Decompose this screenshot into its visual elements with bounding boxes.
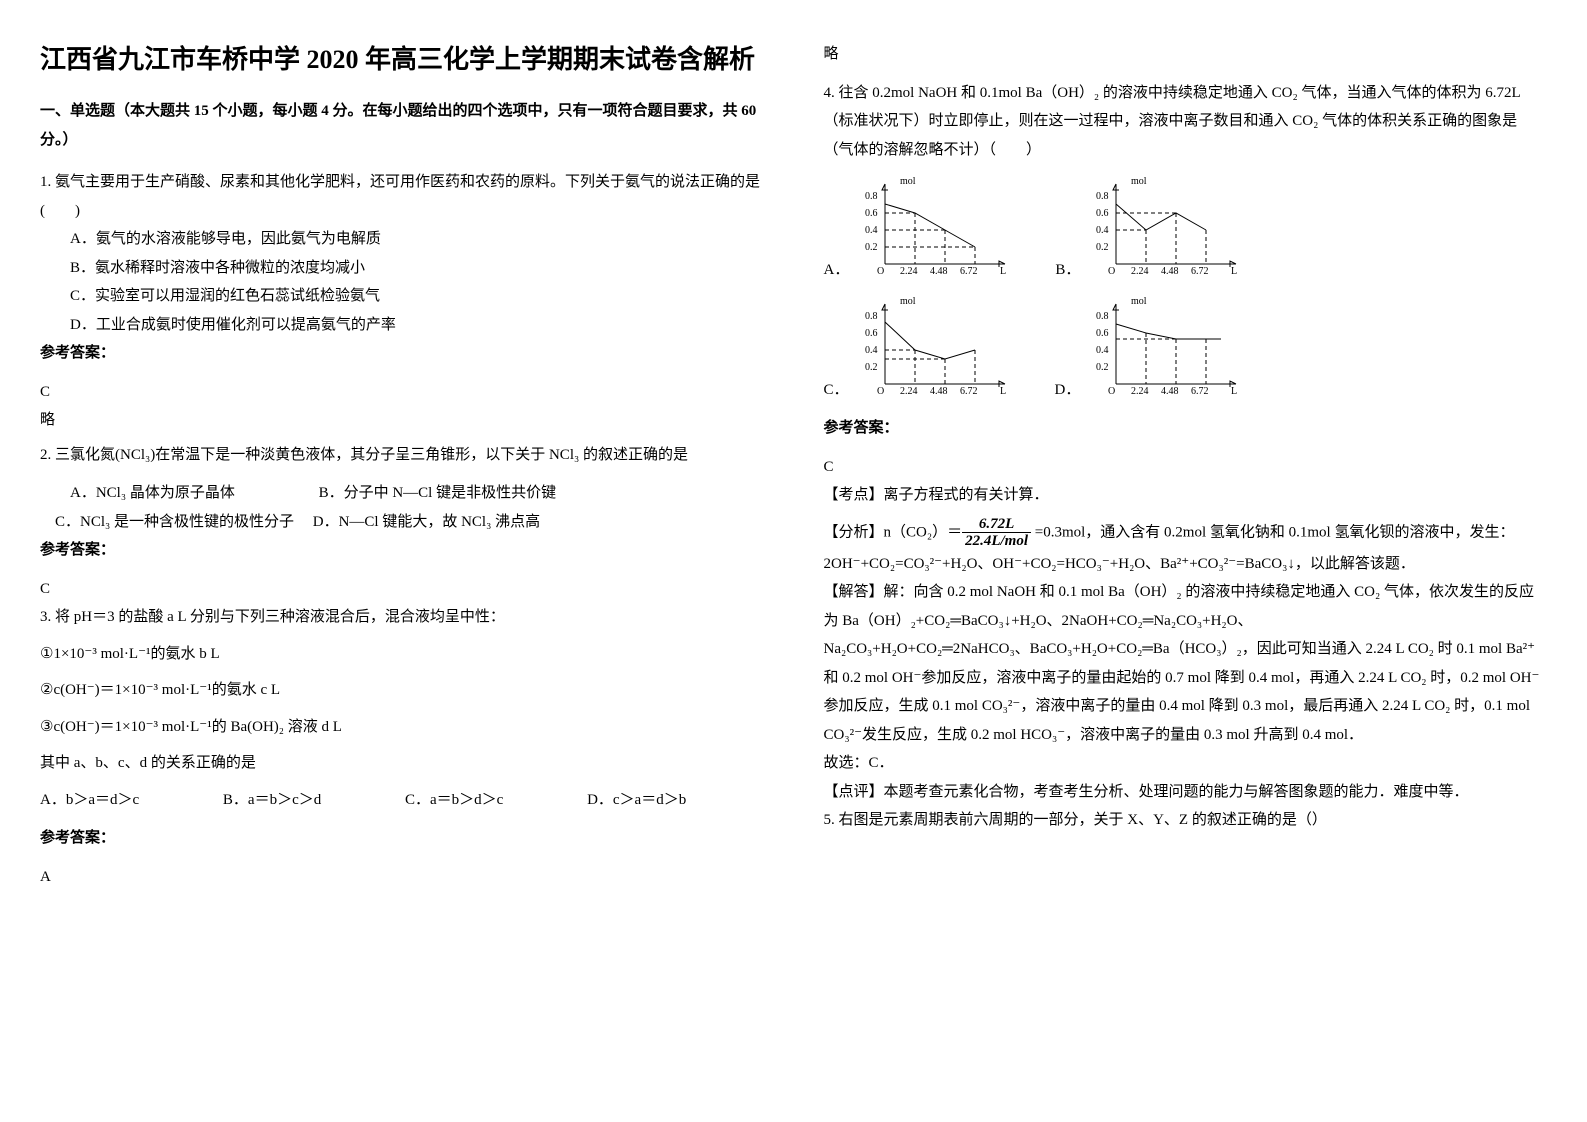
svg-text:0.4: 0.4 <box>865 345 878 356</box>
q3-ans: A <box>40 863 764 892</box>
graph-b-label: B． <box>1055 256 1080 285</box>
q1-opt-b: B．氨水稀释时溶液中各种微粒的浓度均减小 <box>40 254 764 283</box>
svg-text:6.72: 6.72 <box>960 386 978 397</box>
graph-row-1: A． mol 0.8 0.6 0.4 0.2 O 2.24 4.48 6.72 … <box>824 174 1548 284</box>
q3-l2: ②c(OH⁻)＝1×10⁻³ mol·L⁻¹的氨水 c L <box>40 676 764 705</box>
q4-jd2: Na₂CO₃+H₂O+CO₂═2NaHCO₃、BaCO₃+H₂O+CO₂═Ba（… <box>824 635 1548 749</box>
q3-opt-c: C．a＝b＞d＞c <box>325 792 503 808</box>
graph-d-label: D． <box>1055 376 1081 405</box>
graph-a: mol 0.8 0.6 0.4 0.2 O 2.24 4.48 6.72 L <box>855 174 1015 284</box>
svg-text:4.48: 4.48 <box>930 266 948 277</box>
svg-text:mol: mol <box>1131 296 1147 307</box>
graph-d: mol 0.8 0.6 0.4 0.2 O 2.24 4.48 6.72 L <box>1086 294 1246 404</box>
q2-ans-label: 参考答案： <box>40 536 764 565</box>
svg-text:6.72: 6.72 <box>1191 386 1209 397</box>
svg-text:L: L <box>1000 266 1006 277</box>
q3-ans-label: 参考答案： <box>40 824 764 853</box>
q2-opt-b: B．分子中 N—Cl 键是非极性共价键 <box>239 485 557 501</box>
svg-text:0.6: 0.6 <box>865 208 878 219</box>
svg-text:mol: mol <box>1131 176 1147 187</box>
svg-text:0.8: 0.8 <box>1096 311 1109 322</box>
doc-title: 江西省九江市车桥中学 2020 年高三化学上学期期末试卷含解析 <box>40 40 764 79</box>
graph-b: mol 0.8 0.6 0.4 0.2 O 2.24 4.48 6.72 L <box>1086 174 1246 284</box>
q2-ans: C <box>40 575 764 604</box>
q3-l1: ①1×10⁻³ mol·L⁻¹的氨水 b L <box>40 640 764 669</box>
q1-note: 略 <box>40 406 764 435</box>
svg-text:0.4: 0.4 <box>865 225 878 236</box>
graph-row-2: C． mol 0.8 0.6 0.4 0.2 O 2.24 4.48 6.72 … <box>824 294 1548 404</box>
q4-ans-label: 参考答案： <box>824 414 1548 443</box>
q3-opt-b: B．a＝b＞c＞d <box>143 792 321 808</box>
svg-text:0.4: 0.4 <box>1096 225 1109 236</box>
svg-text:0.8: 0.8 <box>865 191 878 202</box>
q2-opt-d: D．N—Cl 键能大，故 NCl₃ 沸点高 <box>298 514 540 530</box>
q3-stem: 3. 将 pH＝3 的盐酸 a L 分别与下列三种溶液混合后，混合液均呈中性： <box>40 603 764 632</box>
q4-ans: C <box>824 453 1548 482</box>
q1-opt-a: A．氨气的水溶液能够导电，因此氨气为电解质 <box>40 225 764 254</box>
svg-text:4.48: 4.48 <box>930 386 948 397</box>
svg-text:L: L <box>1000 386 1006 397</box>
svg-text:0.2: 0.2 <box>865 362 878 373</box>
note0: 略 <box>824 40 1548 69</box>
q4-fx: 【分析】n（CO₂）＝ 6.72L 22.4L/mol =0.3mol，通入含有… <box>824 516 1548 579</box>
svg-text:0.6: 0.6 <box>1096 208 1109 219</box>
section-header: 一、单选题（本大题共 15 个小题，每小题 4 分。在每小题给出的四个选项中，只… <box>40 97 764 154</box>
svg-text:L: L <box>1231 386 1237 397</box>
svg-text:2.24: 2.24 <box>900 386 918 397</box>
svg-text:0.2: 0.2 <box>1096 362 1109 373</box>
svg-text:mol: mol <box>900 176 916 187</box>
right-column: 略 4. 往含 0.2mol NaOH 和 0.1mol Ba（OH）₂ 的溶液… <box>824 40 1548 891</box>
svg-text:O: O <box>877 386 884 397</box>
svg-text:2.24: 2.24 <box>1131 386 1149 397</box>
q2-opt-a: A．NCl₃ 晶体为原子晶体 <box>40 485 235 501</box>
svg-text:6.72: 6.72 <box>1191 266 1209 277</box>
svg-text:L: L <box>1231 266 1237 277</box>
svg-text:O: O <box>1108 266 1115 277</box>
svg-text:0.2: 0.2 <box>1096 242 1109 253</box>
svg-text:0.8: 0.8 <box>865 311 878 322</box>
svg-text:2.24: 2.24 <box>1131 266 1149 277</box>
q1-stem: 1. 氨气主要用于生产硝酸、尿素和其他化学肥料，还可用作医药和农药的原料。下列关… <box>40 168 764 225</box>
svg-text:0.8: 0.8 <box>1096 191 1109 202</box>
q4-kp: 【考点】离子方程式的有关计算． <box>824 481 1548 510</box>
svg-text:0.6: 0.6 <box>1096 328 1109 339</box>
svg-text:O: O <box>877 266 884 277</box>
q3-l4: 其中 a、b、c、d 的关系正确的是 <box>40 749 764 778</box>
svg-text:0.6: 0.6 <box>865 328 878 339</box>
q3-opt-a: A．b＞a＝d＞c <box>40 792 139 808</box>
svg-text:4.48: 4.48 <box>1161 386 1179 397</box>
frac-top: 6.72L <box>962 516 1031 534</box>
q1-ans-label: 参考答案： <box>40 339 764 368</box>
svg-text:4.48: 4.48 <box>1161 266 1179 277</box>
q3-l3: ③c(OH⁻)＝1×10⁻³ mol·L⁻¹的 Ba(OH)₂ 溶液 d L <box>40 713 764 742</box>
graph-c-label: C． <box>824 376 849 405</box>
left-column: 江西省九江市车桥中学 2020 年高三化学上学期期末试卷含解析 一、单选题（本大… <box>40 40 764 891</box>
svg-text:O: O <box>1108 386 1115 397</box>
svg-text:0.2: 0.2 <box>865 242 878 253</box>
q1-opt-d: D．工业合成氨时使用催化剂可以提高氨气的产率 <box>40 311 764 340</box>
q1-ans: C <box>40 378 764 407</box>
frac-bot: 22.4L/mol <box>962 533 1031 550</box>
graph-a-label: A． <box>824 256 850 285</box>
svg-text:2.24: 2.24 <box>900 266 918 277</box>
q2-opt-c: C．NCl₃ 是一种含极性键的极性分子 <box>40 514 294 530</box>
svg-text:0.4: 0.4 <box>1096 345 1109 356</box>
q4-fx-pre: 【分析】n（CO₂）＝ <box>824 524 963 540</box>
q4-dp: 【点评】本题考查元素化合物，考查考生分析、处理问题的能力与解答图象题的能力．难度… <box>824 778 1548 807</box>
q3-opt-d: D．c＞a＝d＞b <box>507 792 686 808</box>
svg-text:mol: mol <box>900 296 916 307</box>
q5-stem: 5. 右图是元素周期表前六周期的一部分，关于 X、Y、Z 的叙述正确的是（） <box>824 806 1548 835</box>
q4-jd3: 故选：C． <box>824 749 1548 778</box>
q1-opt-c: C．实验室可以用湿润的红色石蕊试纸检验氨气 <box>40 282 764 311</box>
svg-text:6.72: 6.72 <box>960 266 978 277</box>
q4-stem: 4. 往含 0.2mol NaOH 和 0.1mol Ba（OH）₂ 的溶液中持… <box>824 79 1548 165</box>
q2-stem: 2. 三氯化氮(NCl₃)在常温下是一种淡黄色液体，其分子呈三角锥形，以下关于 … <box>40 441 764 470</box>
q4-jd1: 【解答】解：向含 0.2 mol NaOH 和 0.1 mol Ba（OH）₂ … <box>824 578 1548 635</box>
graph-c: mol 0.8 0.6 0.4 0.2 O 2.24 4.48 6.72 L <box>855 294 1015 404</box>
